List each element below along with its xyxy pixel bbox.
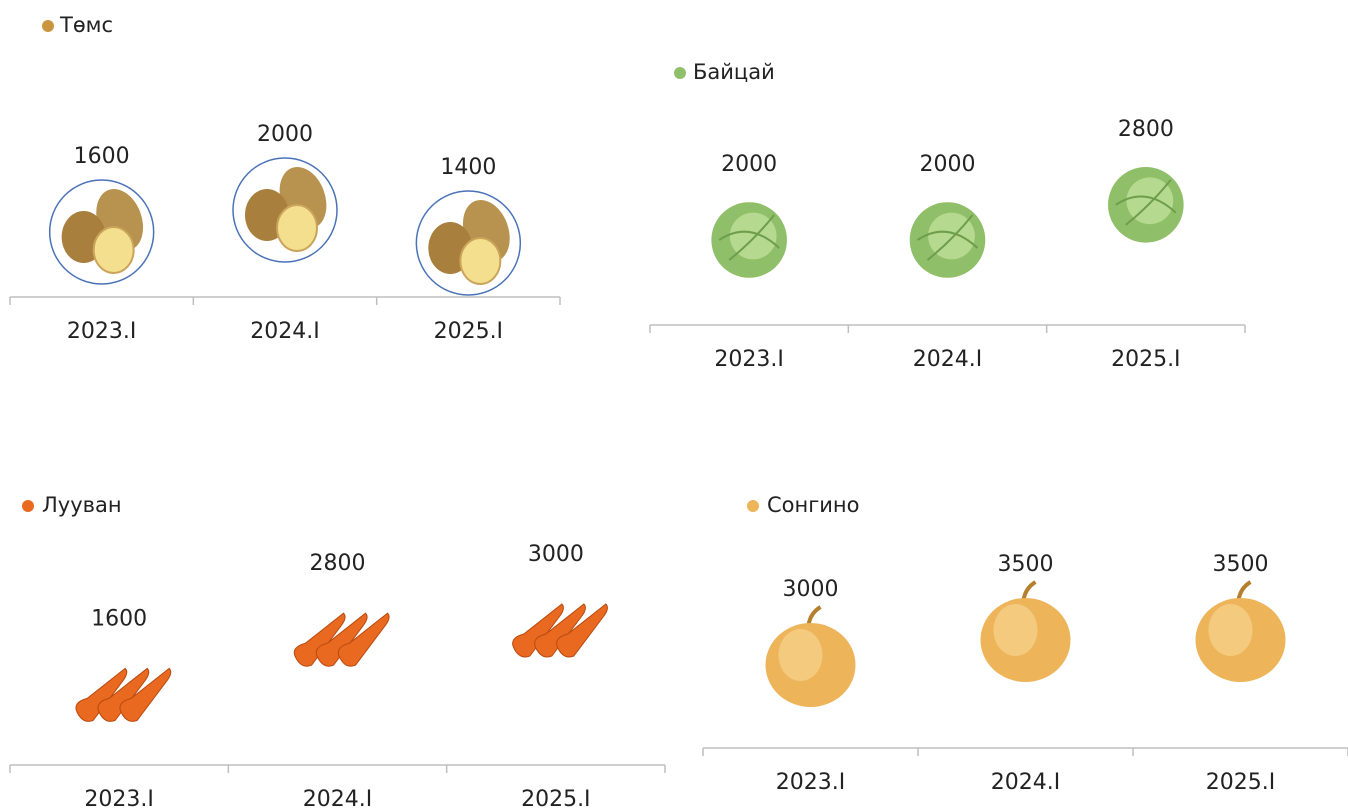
data-label: 3000 [528,542,584,567]
carrot [534,603,586,658]
x-tick-label: 2023.I [714,347,783,372]
carrot [75,667,128,722]
chart: Төмс 2023.I 1600 2024.I 2000 2025.I 1400 [9,13,561,344]
data-label: 2000 [721,152,777,177]
chart: Байцай 2023.I 2000 2024.I 2000 2025.I 2800 [649,60,1246,372]
data-label: 2800 [310,551,366,576]
chart-title: Төмс [59,13,113,37]
x-tick-label: 2025.I [1111,347,1180,372]
potato-cut [276,204,318,252]
chart: Лууван 2023.I 1600 2024.I 2800 2025.I 3000 [9,493,666,809]
icon-mark [909,202,986,278]
data-label: 3000 [783,577,839,602]
x-tick-label: 2024.I [913,347,982,372]
chart-title: Лууван [42,493,122,517]
data-label: 1400 [440,155,496,180]
cabbage-vein [1115,179,1177,226]
potato-cut [92,226,135,274]
icon-mark [711,202,787,278]
onion-tip [1236,580,1252,601]
onion-shine [778,629,823,681]
icon-mark [765,605,856,707]
icon-mark [512,603,608,658]
icon-mark [980,580,1071,682]
carrot [337,612,390,667]
carrot [315,612,368,667]
icon-mark [293,612,390,667]
cabbage-vein [718,214,780,261]
icon-mark [415,190,522,296]
icon-mark [75,667,172,722]
carrot [119,667,172,722]
x-tick-label: 2023.I [67,319,136,344]
data-label: 1600 [74,144,130,169]
icon-mark [1108,167,1184,243]
carrot [97,667,150,722]
x-tick-label: 2025.I [521,787,590,809]
potato-cut [459,237,502,285]
x-tick-label: 2024.I [991,770,1060,795]
x-tick-label: 2024.I [250,319,319,344]
cabbage-inner [729,212,777,260]
icon-mark [1195,580,1286,682]
data-label: 3500 [1213,552,1269,577]
data-label: 2000 [257,122,313,147]
carrot [293,612,346,667]
icon-mark [48,179,155,285]
chart-title: Байцай [693,60,775,84]
data-label: 3500 [998,552,1054,577]
icon-mark [232,157,338,263]
carrot [556,603,608,658]
legend-marker [22,500,34,512]
data-label: 2800 [1118,117,1174,142]
data-label: 1600 [91,606,147,631]
chart-title: Сонгино [767,493,860,517]
x-tick-label: 2025.I [1206,770,1275,795]
x-tick-label: 2023.I [84,787,153,809]
chart: Сонгино 2023.I 3000 2024.I 3500 2025.I 3500 [702,493,1348,795]
carrot [512,603,564,658]
cabbage-inner [1126,177,1174,225]
x-tick-label: 2025.I [434,319,503,344]
data-label: 2000 [920,152,976,177]
cabbage-vein [916,214,979,261]
onion-shine [993,604,1038,656]
onion-tip [806,605,822,626]
x-tick-label: 2023.I [776,770,845,795]
onion-shine [1208,604,1253,656]
cabbage-inner [928,212,975,260]
legend-marker [42,20,54,32]
onion-tip [1021,580,1037,601]
legend-marker [674,67,686,79]
x-tick-label: 2024.I [303,787,372,809]
legend-marker [747,500,759,512]
